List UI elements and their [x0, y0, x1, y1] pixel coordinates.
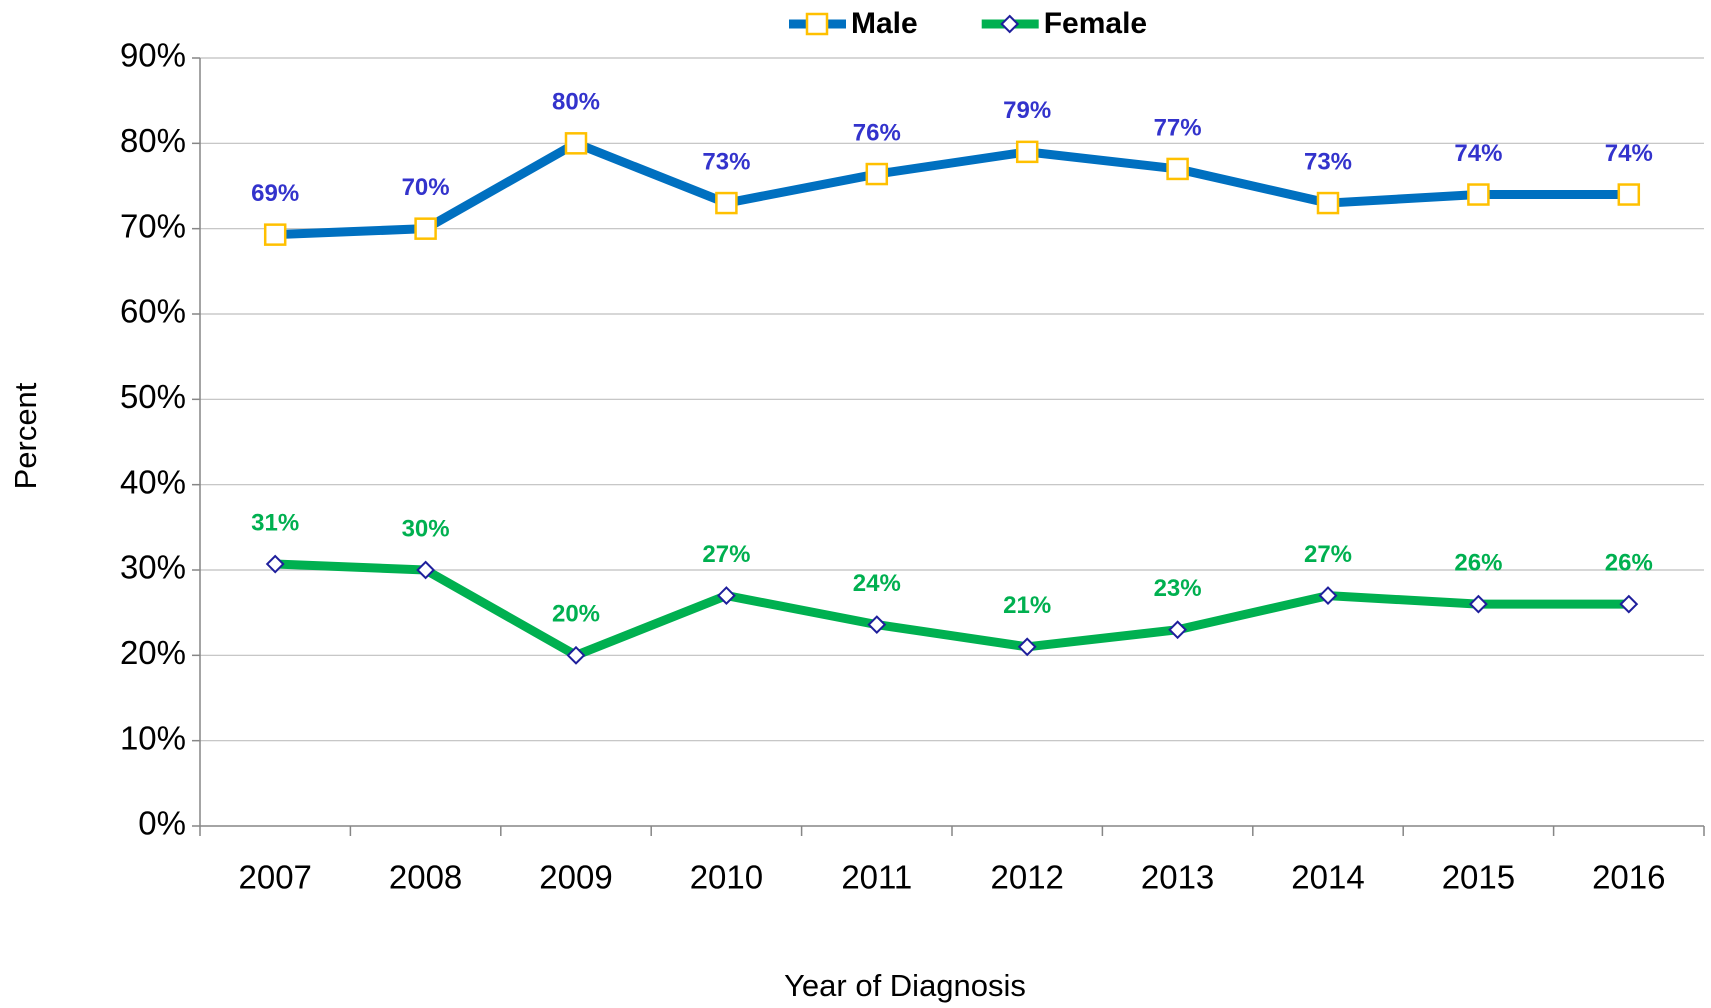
data-label: 21%	[1003, 592, 1051, 619]
x-tick-label: 2013	[1141, 859, 1214, 896]
point-marker	[1619, 594, 1639, 614]
x-tick-label: 2015	[1442, 859, 1515, 896]
data-label: 23%	[1154, 575, 1202, 602]
point-marker	[564, 132, 588, 155]
y-tick-label: 30%	[120, 549, 186, 586]
x-tick-label: 2012	[990, 859, 1063, 896]
legend-label: Female	[1044, 7, 1147, 40]
data-label: 76%	[853, 119, 901, 146]
point-marker	[265, 554, 285, 574]
data-label: 73%	[702, 148, 750, 175]
x-tick-label: 2007	[238, 859, 311, 896]
x-tick-label: 2010	[690, 859, 763, 896]
point-marker	[1017, 637, 1037, 657]
y-tick-label: 90%	[120, 37, 186, 74]
y-tick-label: 60%	[120, 293, 186, 330]
point-marker	[1617, 183, 1641, 206]
data-label: 79%	[1003, 97, 1051, 124]
point-marker	[263, 223, 287, 246]
point-marker	[715, 191, 738, 215]
legend-label: Male	[851, 7, 918, 40]
x-tick-label: 2009	[539, 859, 612, 896]
x-tick-label: 2016	[1592, 859, 1665, 896]
y-tick-label: 50%	[120, 378, 186, 415]
point-marker	[867, 615, 887, 635]
data-label: 27%	[1304, 541, 1352, 568]
data-label: 30%	[402, 515, 450, 542]
data-label: 80%	[552, 89, 600, 116]
y-tick-label: 10%	[120, 719, 186, 756]
series-line	[275, 559, 1629, 660]
point-marker	[1318, 586, 1338, 606]
series-line	[275, 138, 1629, 240]
y-axis-title: Percent	[8, 382, 43, 489]
point-marker	[1168, 620, 1188, 640]
x-tick-label: 2011	[841, 859, 912, 896]
x-axis-title: Year of Diagnosis	[784, 968, 1026, 1003]
data-label: 74%	[1605, 140, 1653, 167]
point-marker	[1166, 157, 1189, 181]
point-marker	[1467, 183, 1490, 206]
data-label: 26%	[1454, 549, 1502, 576]
y-tick-label: 70%	[120, 207, 186, 244]
data-label: 20%	[552, 601, 600, 628]
data-label: 73%	[1304, 148, 1352, 175]
data-label: 69%	[251, 180, 299, 207]
point-marker	[566, 645, 586, 665]
data-label: 70%	[402, 174, 450, 201]
legend-marker	[1000, 14, 1020, 34]
data-label: 77%	[1154, 114, 1202, 141]
data-label: 74%	[1454, 140, 1502, 167]
point-marker	[1015, 140, 1039, 164]
data-label: 31%	[251, 509, 299, 536]
point-marker	[416, 560, 436, 580]
y-tick-label: 40%	[120, 463, 186, 500]
data-label: 24%	[853, 570, 901, 597]
point-marker	[865, 162, 889, 186]
y-tick-label: 0%	[138, 805, 186, 842]
x-tick-label: 2014	[1291, 859, 1364, 896]
data-label: 26%	[1605, 549, 1653, 576]
y-tick-label: 20%	[120, 634, 186, 671]
point-marker	[1468, 594, 1488, 614]
legend-marker	[805, 12, 829, 36]
y-tick-label: 80%	[120, 122, 186, 159]
data-label: 27%	[702, 541, 750, 568]
x-tick-label: 2008	[389, 859, 462, 896]
point-marker	[414, 217, 437, 240]
point-marker	[1316, 191, 1340, 215]
point-marker	[716, 586, 736, 606]
